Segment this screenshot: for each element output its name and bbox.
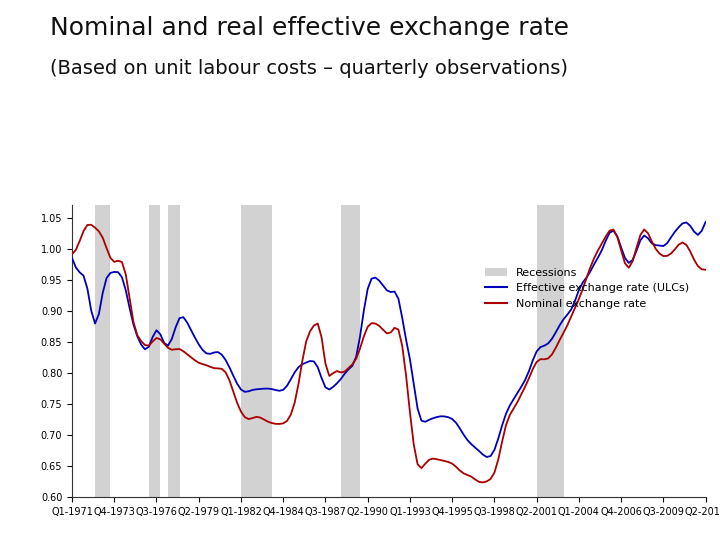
Bar	[241, 205, 271, 497]
Text: Nominal and real effective exchange rate: Nominal and real effective exchange rate	[50, 16, 570, 40]
Legend: Recessions, Effective exchange rate (ULCs), Nominal exchange rate: Recessions, Effective exchange rate (ULC…	[480, 263, 693, 313]
Bar	[149, 205, 161, 497]
Bar	[341, 205, 360, 497]
Bar	[168, 205, 179, 497]
Text: (Based on unit labour costs – quarterly observations): (Based on unit labour costs – quarterly …	[50, 59, 568, 78]
Bar	[95, 205, 110, 497]
Bar	[536, 205, 564, 497]
